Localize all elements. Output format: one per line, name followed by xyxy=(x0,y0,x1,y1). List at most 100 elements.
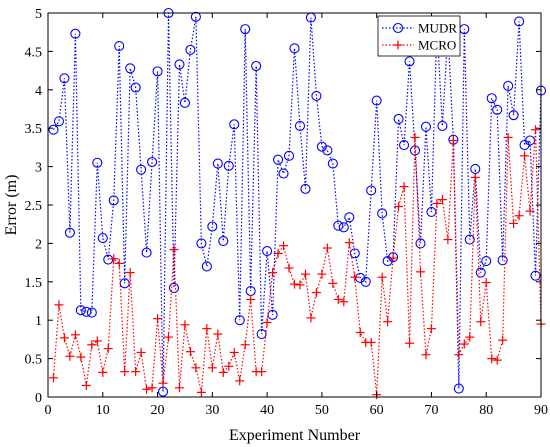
data-point-mcro xyxy=(355,327,365,337)
data-point-mcro xyxy=(142,384,152,394)
data-point-mcro xyxy=(70,330,80,340)
data-point-mudr xyxy=(53,116,65,127)
data-point-mudr xyxy=(481,256,492,267)
data-point-mcro xyxy=(410,132,420,142)
data-point-mudr xyxy=(327,158,338,169)
data-point-mcro xyxy=(306,313,316,323)
data-point-mcro xyxy=(109,254,119,264)
y-tick-label: 4 xyxy=(35,84,42,99)
data-point-mudr xyxy=(190,11,201,22)
data-point-mcro xyxy=(531,125,541,135)
data-point-mudr xyxy=(223,160,234,171)
legend: MUDR MCRO xyxy=(377,15,461,57)
data-point-mudr xyxy=(524,135,536,146)
data-point-mcro xyxy=(448,135,458,145)
data-point-mudr xyxy=(75,305,86,316)
data-point-mcro xyxy=(218,367,228,377)
y-tick-label: 1.5 xyxy=(25,276,43,291)
data-point-mcro xyxy=(180,320,190,330)
data-point-mcro xyxy=(333,294,343,304)
data-point-mcro xyxy=(158,378,168,388)
data-point-mudr xyxy=(437,120,448,131)
data-point-mudr xyxy=(48,124,59,135)
data-point-mudr xyxy=(497,255,508,266)
data-point-mcro xyxy=(59,333,69,343)
plot-area-frame xyxy=(47,12,542,398)
data-point-mcro xyxy=(229,347,239,357)
x-axis-title: Experiment Number xyxy=(229,427,361,444)
y-axis-title: Error (m) xyxy=(3,175,20,236)
data-point-mcro xyxy=(470,172,480,182)
data-point-mcro xyxy=(328,278,338,288)
data-point-mudr xyxy=(453,383,464,394)
y-tick-label: 1 xyxy=(35,314,42,329)
data-point-mcro xyxy=(54,300,64,310)
data-point-mcro xyxy=(437,195,447,205)
data-point-mcro xyxy=(185,347,195,357)
series-mudr xyxy=(48,7,547,397)
data-point-mcro xyxy=(498,335,508,345)
x-tick-label: 30 xyxy=(205,403,219,418)
data-point-mcro xyxy=(65,351,75,361)
data-point-mudr xyxy=(141,247,152,258)
data-point-mcro xyxy=(202,324,212,334)
data-point-mcro xyxy=(322,243,332,253)
data-point-mcro xyxy=(415,267,425,277)
data-point-mudr xyxy=(81,306,92,317)
data-point-mcro xyxy=(224,361,234,371)
legend-item-mcro: MCRO xyxy=(382,38,456,53)
data-point-mudr xyxy=(108,195,119,206)
data-point-mudr xyxy=(360,276,371,287)
data-point-mcro xyxy=(235,376,245,386)
data-point-mcro xyxy=(443,235,453,245)
data-point-mcro xyxy=(465,332,475,342)
data-point-mudr xyxy=(338,222,349,233)
data-point-mudr xyxy=(114,40,125,52)
data-point-mcro xyxy=(388,253,398,263)
data-point-mudr xyxy=(59,73,70,84)
data-point-mcro xyxy=(405,338,415,348)
data-point-mudr xyxy=(492,104,503,115)
data-point-mcro xyxy=(98,367,108,377)
y-tick-label: 3 xyxy=(35,161,42,176)
series-layer xyxy=(48,7,547,400)
legend-marker-mudr xyxy=(392,22,404,34)
y-tick-label: 5 xyxy=(35,7,42,22)
data-point-mudr xyxy=(355,272,366,284)
series-mcro xyxy=(48,125,546,400)
data-point-mudr xyxy=(174,59,185,70)
data-point-mudr xyxy=(426,206,437,217)
data-point-mcro xyxy=(174,383,184,393)
data-point-mcro xyxy=(383,317,393,327)
data-point-mcro xyxy=(268,268,278,278)
data-point-mcro xyxy=(339,297,349,307)
series-line-mudr xyxy=(52,12,542,392)
data-point-mudr xyxy=(371,95,382,106)
data-point-mcro xyxy=(81,380,91,390)
x-tick-label: 60 xyxy=(370,403,384,418)
y-tick-label: 4.5 xyxy=(25,45,43,60)
legend-label: MUDR xyxy=(418,21,457,36)
data-point-mudr xyxy=(152,66,163,77)
data-point-mcro xyxy=(509,218,519,228)
data-point-mudr xyxy=(130,82,141,93)
data-point-mudr xyxy=(508,110,519,121)
data-point-mcro xyxy=(196,387,206,397)
data-point-mudr xyxy=(289,43,300,54)
data-point-mudr xyxy=(333,220,344,231)
data-point-mudr xyxy=(97,232,108,244)
data-point-mcro xyxy=(459,339,469,349)
data-point-mudr xyxy=(278,168,289,179)
data-point-mcro xyxy=(125,268,135,278)
data-point-mudr xyxy=(393,113,404,125)
x-tick-label: 10 xyxy=(96,403,110,418)
data-point-mcro xyxy=(503,132,513,142)
data-point-mcro xyxy=(273,248,283,258)
data-point-mudr xyxy=(349,248,360,259)
data-point-mudr xyxy=(420,121,432,132)
data-point-mudr xyxy=(86,307,97,318)
data-point-mcro xyxy=(295,280,305,290)
data-point-mcro xyxy=(147,383,157,393)
data-point-mcro xyxy=(246,294,256,304)
data-point-mudr xyxy=(377,208,388,219)
